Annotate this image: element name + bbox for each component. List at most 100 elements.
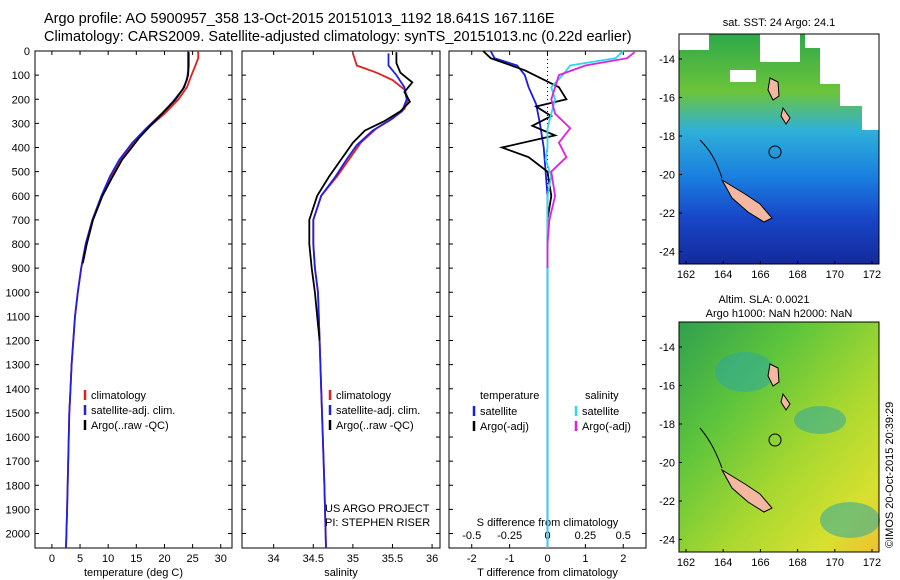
difference-profile-panel: -2 -1 0 1 2T difference from climatology -0.5… [448, 50, 647, 579]
legend-title: salinity [585, 390, 619, 402]
x-tick-label: 34.5 [303, 553, 324, 565]
legend-label: Argo(-adj) [480, 421, 529, 433]
salinity-profile-panel: 34 34.5 35 35.5 36 salinity climatology satelli… [241, 50, 441, 579]
lon-tick-label: 164 [714, 269, 732, 281]
x-tick-label: 1 [582, 553, 588, 565]
series-line-0 [65, 51, 200, 549]
lat-tick-label: -16 [659, 381, 675, 393]
sla-field-blobs [715, 352, 880, 538]
y-tick-label: 600 [12, 191, 30, 203]
sla-coastline [699, 363, 791, 513]
y-tick-label: 100 [12, 70, 30, 82]
x-tick-label: 0 [49, 553, 55, 565]
y-tick-label: 900 [12, 263, 30, 275]
sst-lat-ticks: -14 -16 -18 -20 -22 -24 [659, 54, 682, 259]
lat-tick-label: -20 [659, 170, 675, 182]
sst-map-title: sat. SST: 24 Argo: 24.1 [723, 17, 836, 29]
series-line-3 [546, 51, 636, 269]
lon-tick-label: 168 [788, 557, 806, 569]
lat-tick-label: -14 [659, 54, 675, 66]
x-tick-label: 35 [347, 553, 359, 565]
sst-map-panel: sat. SST: 24 Argo: 24.1 -14-16-18-20-22-… [659, 17, 881, 281]
lon-tick-label: 162 [677, 269, 695, 281]
plot-frame [34, 50, 233, 549]
series-line-0 [489, 50, 549, 548]
y-tick-label: 1000 [6, 287, 30, 299]
s-tick-label: 0.5 [616, 530, 631, 542]
annotation-text: PI: STEPHEN RISER [325, 517, 430, 529]
y-tick-label: 1500 [6, 408, 30, 420]
sst-lon-ticks: 162 164 166 168 170 172 [677, 261, 881, 281]
x-tick-label: -1 [505, 553, 515, 565]
y-tick-label: 400 [12, 143, 30, 155]
temperature-profile-panel: 0100200300400500600700800900100011001200… [6, 46, 233, 579]
legend-label: Argo(..raw -QC) [91, 420, 169, 432]
lon-tick-label: 170 [826, 557, 844, 569]
y-tick-label: 1100 [6, 311, 30, 323]
x-tick-label: 36 [426, 553, 438, 565]
lat-tick-label: -20 [659, 458, 675, 470]
figure-title-line2: Climatology: CARS2009. Satellite-adjuste… [44, 29, 632, 45]
x-tick-label: 0 [544, 553, 550, 565]
y-tick-label: 1700 [6, 456, 30, 468]
lon-tick-label: 162 [677, 557, 695, 569]
lat-tick-label: -18 [659, 131, 675, 143]
legend-label: satellite-adj. clim. [336, 405, 420, 417]
x-tick-label: 20 [158, 553, 170, 565]
legend-label: Argo(-adj) [582, 421, 631, 433]
y-tick-label: 1300 [6, 360, 30, 372]
x-tick-label: 5 [77, 553, 83, 565]
sla-lon-ticks: 162 164 166 168 170 172 [677, 549, 881, 569]
legend-label: satellite [582, 406, 619, 418]
lon-tick-label: 172 [863, 269, 881, 281]
s-tick-label: 0.25 [575, 530, 596, 542]
x-tick-label: 30 [215, 553, 227, 565]
series-line-2 [81, 52, 190, 264]
sla-map-frame [678, 321, 880, 553]
series-line-2 [544, 50, 624, 548]
y-tick-label: 1600 [6, 432, 30, 444]
y-tick-label: 2000 [6, 529, 30, 541]
y-tick-label: 1900 [6, 504, 30, 516]
y-tick-label: 700 [12, 215, 30, 227]
x-axis-label: temperature (deg C) [84, 567, 183, 579]
series-line-0 [312, 53, 410, 549]
plot-frame [241, 50, 441, 549]
y-tick-label: 1400 [6, 384, 30, 396]
lon-tick-label: 164 [714, 557, 732, 569]
sst-cloud-mask [679, 34, 879, 130]
y-tick-label: 1800 [6, 480, 30, 492]
y-tick-label: 300 [12, 118, 30, 130]
lat-tick-label: -18 [659, 419, 675, 431]
sst-map-frame [678, 33, 880, 265]
sst-coastline [699, 77, 791, 223]
x-axis-label: salinity [324, 567, 358, 579]
sla-map-panel: Altim. SLA: 0.0021 Argo h1000: NaN h2000… [659, 294, 881, 569]
y-tick-label: 1200 [6, 336, 30, 348]
sla-lat-ticks: -14 -16 -18 -20 -22 -24 [659, 342, 682, 547]
figure-title-line1: Argo profile: AO 5900957_358 13-Oct-2015… [44, 11, 555, 27]
lon-tick-label: 172 [863, 557, 881, 569]
lat-tick-label: -24 [659, 247, 675, 259]
x-tick-label: 2 [620, 553, 626, 565]
lon-tick-label: 168 [788, 269, 806, 281]
lat-tick-label: -22 [659, 496, 675, 508]
legend-label: Argo(..raw -QC) [336, 420, 414, 432]
credit-text: ©IMOS 20-Oct-2015 20:39:29 [884, 401, 896, 548]
series-line-2 [308, 52, 414, 341]
y-tick-label: 800 [12, 239, 30, 251]
x-axis-label: T difference from climatology [477, 567, 618, 579]
lon-tick-label: 166 [751, 269, 769, 281]
x-tick-label: 34 [268, 553, 280, 565]
y-tick-label: 0 [24, 46, 30, 58]
sla-map-title-line1: Altim. SLA: 0.0021 [718, 294, 809, 306]
lat-tick-label: -22 [659, 208, 675, 220]
x-tick-label: -2 [467, 553, 477, 565]
lat-tick-label: -16 [659, 93, 675, 105]
sla-map-title-line2: Argo h1000: NaN h2000: NaN [706, 308, 853, 320]
x-tick-label: 10 [102, 553, 114, 565]
legend-title: temperature [480, 390, 539, 402]
s-tick-label: -0.25 [497, 530, 522, 542]
series-line-1 [65, 51, 189, 549]
